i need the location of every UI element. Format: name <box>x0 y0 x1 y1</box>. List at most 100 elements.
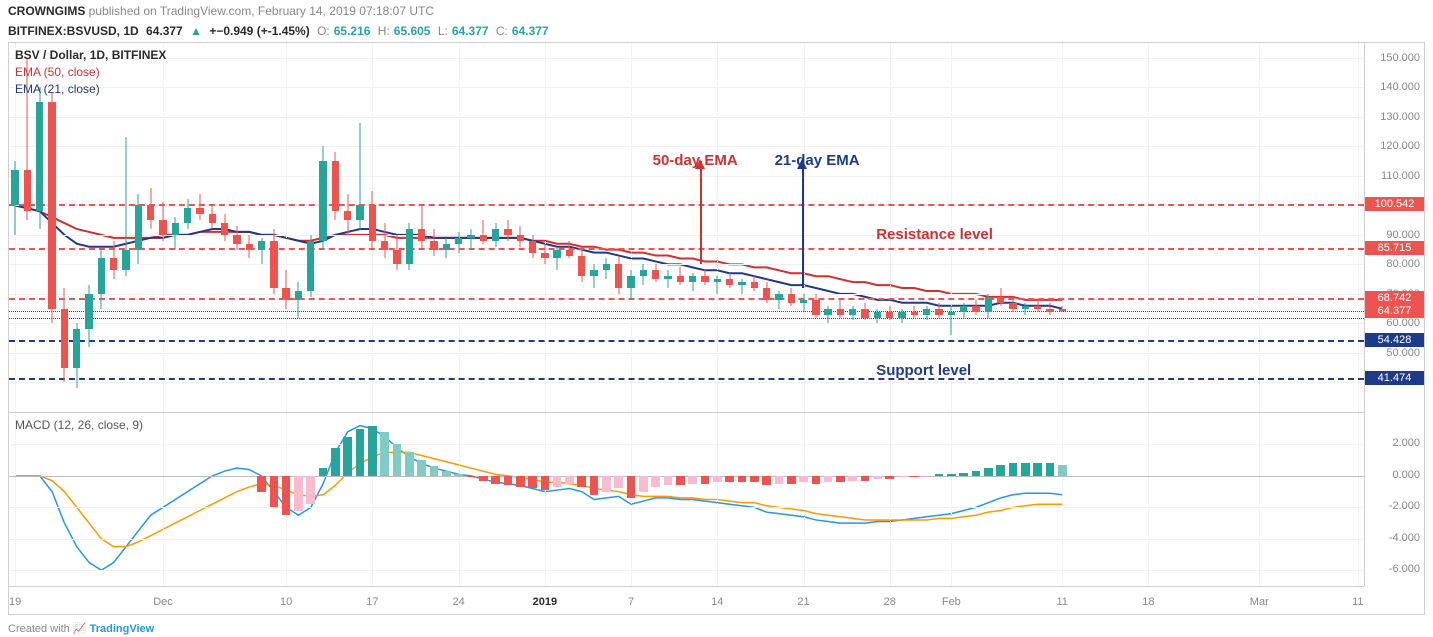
macd-histogram-bar <box>824 476 833 482</box>
macd-histogram-bar <box>984 468 993 476</box>
time-tick: 11 <box>1056 596 1067 608</box>
price-mark: 85.715 <box>1365 241 1424 255</box>
macd-histogram-bar <box>1058 465 1067 476</box>
publish-timestamp: February 14, 2019 07:18:07 UTC <box>258 4 434 18</box>
macd-histogram-bar <box>861 476 870 481</box>
macd-histogram-bar <box>393 444 402 475</box>
macd-histogram-bar <box>541 476 550 490</box>
time-tick: 10 <box>280 596 292 608</box>
time-axis: 19Dec10172420197142128Feb1118Mar11 <box>9 586 1364 614</box>
reference-line <box>9 248 1364 250</box>
reference-line <box>9 378 1364 380</box>
macd-histogram-bar <box>651 476 660 487</box>
annotation-label: 21-day EMA <box>775 152 860 169</box>
y-axis: 40.00050.00060.00070.00080.00090.000100.… <box>1364 43 1424 586</box>
macd-histogram-bar <box>688 476 697 484</box>
price-y-tick: 90.000 <box>1386 229 1420 241</box>
macd-histogram-bar <box>775 476 784 484</box>
publish-header: CROWNGIMS published on TradingView.com, … <box>0 0 1433 22</box>
price-mark: 41.474 <box>1365 371 1424 385</box>
chart-container[interactable]: BSV / Dollar, 1D, BITFINEX EMA (50, clos… <box>8 42 1425 615</box>
macd-histogram-bar <box>294 476 303 511</box>
ohlc-open: 65.216 <box>334 24 371 38</box>
macd-histogram-bar <box>1033 463 1042 476</box>
symbol: BITFINEX:BSVUSD, 1D <box>8 24 139 38</box>
ema21-legend: EMA (21, close) <box>15 81 166 98</box>
price-chart-pane[interactable]: BSV / Dollar, 1D, BITFINEX EMA (50, clos… <box>9 43 1364 413</box>
macd-histogram-bar <box>848 476 857 481</box>
price-mark: 54.428 <box>1365 333 1424 347</box>
macd-histogram-bar <box>257 476 266 492</box>
price-y-tick: 150.000 <box>1380 52 1420 64</box>
macd-y-tick: -4.000 <box>1389 532 1420 544</box>
ohlc-high: 65.605 <box>394 24 431 38</box>
footer: Created with 📈 TradingView <box>8 622 154 635</box>
macd-histogram-bar <box>614 476 623 489</box>
macd-histogram-bar <box>602 476 611 492</box>
macd-histogram-bar <box>479 476 488 481</box>
time-tick: 14 <box>711 596 723 608</box>
reference-line <box>9 311 1364 312</box>
time-tick: 2019 <box>533 596 557 608</box>
price-y-tick: 60.000 <box>1386 317 1420 329</box>
macd-overlay <box>9 413 1364 586</box>
time-tick: 7 <box>628 596 634 608</box>
macd-histogram-bar <box>750 476 759 482</box>
time-tick: Feb <box>942 596 961 608</box>
macd-histogram-bar <box>565 476 574 484</box>
macd-y-tick: -2.000 <box>1389 500 1420 512</box>
price-mark: 100.542 <box>1365 197 1424 211</box>
macd-histogram-bar <box>762 476 771 485</box>
time-tick: 24 <box>452 596 464 608</box>
macd-histogram-bar <box>528 476 537 489</box>
macd-histogram-bar <box>935 474 944 476</box>
change-arrow-icon: ▲ <box>190 24 202 38</box>
macd-histogram-bar <box>627 476 636 498</box>
macd-chart-pane[interactable]: MACD (12, 26, close, 9) <box>9 413 1364 586</box>
last-price: 64.377 <box>146 24 183 38</box>
macd-histogram-bar <box>799 476 808 482</box>
published-on: published on TradingView.com, <box>89 4 255 18</box>
time-tick: Mar <box>1250 596 1269 608</box>
macd-histogram-bar <box>972 471 981 476</box>
time-tick: 18 <box>1142 596 1154 608</box>
arrow-icon <box>700 161 702 264</box>
macd-histogram-bar <box>417 460 426 476</box>
annotation-label: Resistance level <box>876 226 993 243</box>
macd-histogram-bar <box>664 476 673 485</box>
macd-histogram-bar <box>356 429 365 476</box>
macd-histogram-bar <box>454 474 463 476</box>
price-y-tick: 50.000 <box>1386 347 1420 359</box>
reference-line <box>9 318 1364 319</box>
macd-histogram-bar <box>343 437 352 476</box>
price-y-tick: 140.000 <box>1380 81 1420 93</box>
macd-histogram-bar <box>467 476 476 478</box>
macd-histogram-bar <box>590 476 599 495</box>
macd-histogram-bar <box>898 476 907 478</box>
time-tick: Dec <box>153 596 173 608</box>
macd-histogram-bar <box>639 476 648 492</box>
macd-y-tick: 2.000 <box>1392 437 1420 449</box>
ohlc-low: 64.377 <box>452 24 489 38</box>
macd-histogram-bar <box>725 476 734 482</box>
ema50-legend: EMA (50, close) <box>15 64 166 81</box>
price-y-tick: 110.000 <box>1381 170 1420 182</box>
macd-histogram-bar <box>306 476 315 504</box>
time-tick: 19 <box>9 596 21 608</box>
macd-histogram-bar <box>787 476 796 484</box>
macd-histogram-bar <box>959 473 968 476</box>
macd-histogram-bar <box>836 476 845 482</box>
macd-histogram-bar <box>331 448 340 476</box>
macd-histogram-bar <box>713 476 722 482</box>
macd-histogram-bar <box>516 476 525 487</box>
ohlc-close: 64.377 <box>512 24 549 38</box>
macd-histogram-bar <box>947 474 956 476</box>
macd-histogram-bar <box>319 468 328 476</box>
macd-histogram-bar <box>491 476 500 484</box>
time-tick: 11 <box>1352 596 1363 608</box>
macd-histogram-bar <box>405 452 414 476</box>
macd-histogram-bar <box>504 476 513 485</box>
macd-histogram-bar <box>910 476 919 478</box>
price-y-tick: 120.000 <box>1380 140 1420 152</box>
reference-line <box>9 340 1364 342</box>
